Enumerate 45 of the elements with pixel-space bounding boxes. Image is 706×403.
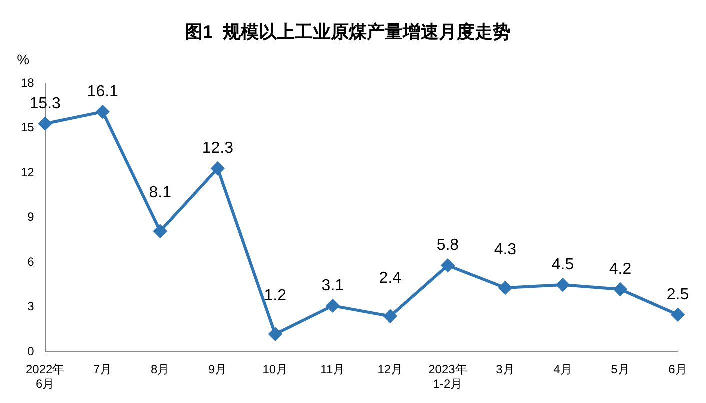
data-label: 5.8 [436, 237, 460, 254]
y-tick-label: 6 [28, 254, 35, 269]
point [38, 117, 52, 130]
data-label: 15.3 [30, 95, 62, 112]
x-tick-label: 2023年 1-2月 [428, 362, 468, 392]
data-label: 4.3 [494, 241, 517, 258]
y-tick-label: 18 [20, 76, 35, 90]
data-label: 4.2 [609, 260, 632, 278]
point [441, 259, 454, 272]
x-tick-label: 12月 [378, 362, 404, 377]
x-tick-label: 10月 [262, 362, 288, 377]
y-tick-label: 9 [28, 210, 35, 224]
point [154, 224, 167, 238]
x-tick-label: 2022年 6月 [26, 362, 65, 392]
data-label: 16.1 [87, 83, 119, 100]
data-label: 12.3 [202, 140, 234, 158]
data-label: 1.2 [264, 288, 287, 305]
point [498, 282, 512, 295]
x-tick-label: 6月 [668, 362, 688, 377]
y-axis-title: % [17, 51, 30, 68]
data-label: 2.4 [379, 270, 402, 287]
data-label: 4.5 [552, 256, 574, 274]
data-label: 3.1 [322, 277, 344, 294]
point [326, 299, 340, 312]
y-tick-label: 15 [20, 120, 35, 135]
x-tick-label: 8月 [151, 362, 170, 377]
point [614, 283, 627, 296]
x-tick-label: 11月 [320, 362, 346, 377]
point [211, 162, 224, 176]
y-tick-label: 12 [20, 165, 35, 180]
point [384, 310, 397, 323]
y-tick-label: 3 [28, 300, 35, 314]
chart-title: 图1 规模以上工业原煤产量增速月度走势 [184, 22, 512, 42]
x-tick-label: 5月 [611, 362, 630, 377]
point [268, 328, 282, 341]
x-tick-label: 4月 [554, 362, 572, 377]
y-tick-label: 0 [28, 344, 35, 359]
x-tick-label: 3月 [496, 362, 515, 377]
data-label: 8.1 [149, 184, 172, 202]
point [672, 308, 684, 322]
point [556, 278, 570, 292]
point [96, 105, 110, 118]
data-label: 2.5 [666, 286, 690, 304]
x-tick-label: 9月 [208, 362, 228, 377]
x-tick-label: 7月 [94, 362, 112, 377]
